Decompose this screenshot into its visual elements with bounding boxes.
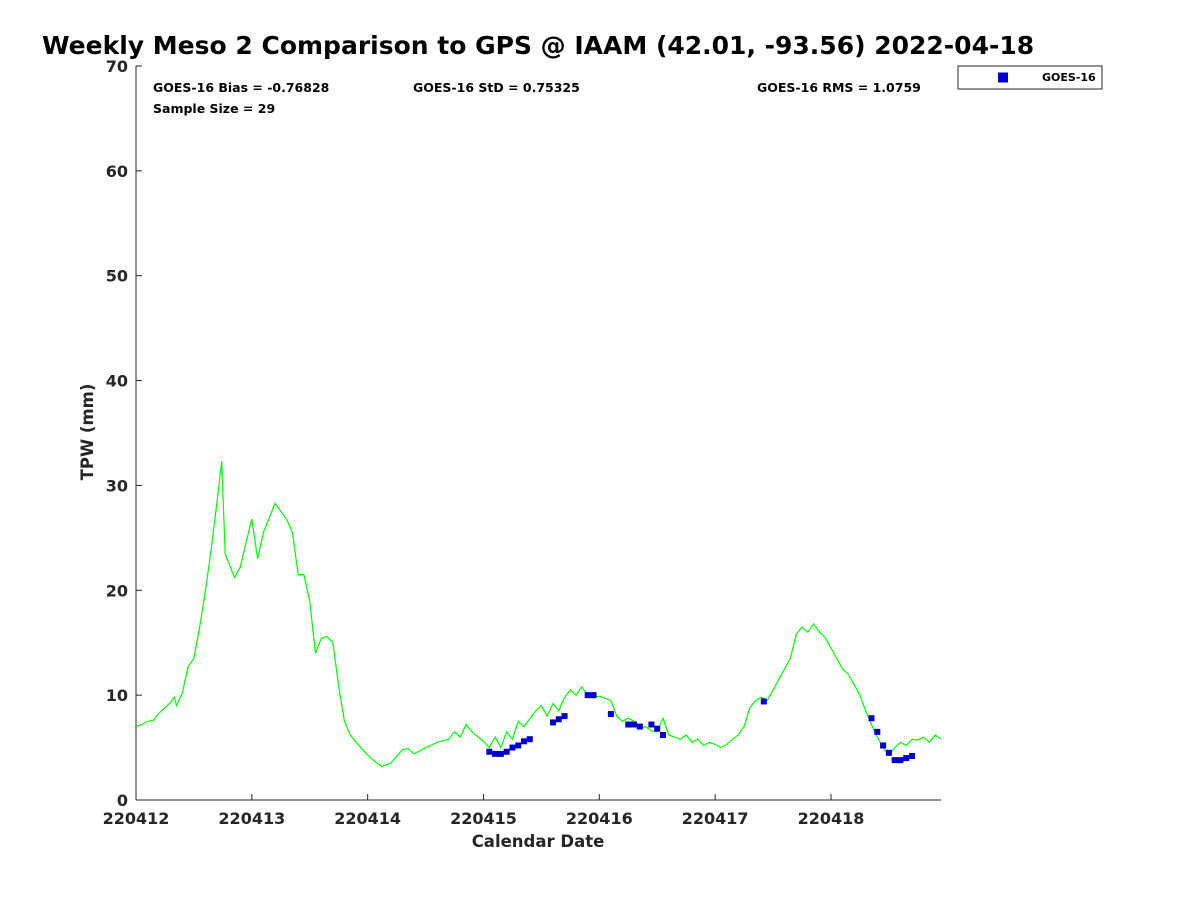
goes16-point	[521, 738, 528, 745]
x-tick-label: 220417	[682, 809, 749, 828]
y-tick-label: 40	[106, 372, 128, 391]
y-tick-label: 70	[106, 57, 128, 76]
legend: GOES-16	[957, 65, 1103, 90]
gps-tpw-line	[135, 461, 942, 768]
x-tick-label: 220415	[450, 809, 517, 828]
goes16-point	[891, 757, 898, 764]
goes16-point	[526, 736, 533, 743]
y-tick-label: 30	[106, 476, 128, 495]
x-axis-ticks: 220412 220413 220414 220415 220416 220417 2204…	[103, 794, 865, 828]
goes16-point	[636, 723, 643, 730]
goes16-point	[509, 744, 516, 751]
goes16-point	[654, 725, 661, 732]
x-tick-label: 220412	[103, 809, 170, 828]
goes16-point	[486, 748, 493, 755]
goes16-point	[503, 748, 510, 755]
y-axis-ticks: 0 10 20 30 40 50 60 70	[106, 57, 142, 810]
goes16-point	[561, 713, 568, 720]
x-tick-label: 220418	[798, 809, 865, 828]
legend-box	[957, 65, 1103, 90]
rms-stat: GOES-16 RMS = 1.0759	[757, 80, 921, 95]
goes16-point	[590, 692, 597, 699]
chart-title: Weekly Meso 2 Comparison to GPS @ IAAM (…	[42, 31, 1034, 60]
goes16-point	[903, 755, 910, 762]
y-tick-label: 20	[106, 581, 128, 600]
goes16-point	[515, 742, 522, 749]
goes16-point	[555, 716, 562, 723]
goes16-point	[625, 721, 632, 728]
goes16-point	[909, 752, 916, 759]
goes16-point	[584, 692, 591, 699]
goes16-point	[760, 698, 767, 705]
goes16-point	[607, 711, 614, 718]
plot-area	[135, 66, 941, 801]
x-tick-label: 220414	[334, 809, 401, 828]
x-axis-label: Calendar Date	[472, 832, 605, 851]
y-tick-label: 60	[106, 162, 128, 181]
y-tick-label: 10	[106, 686, 128, 705]
std-stat: GOES-16 StD = 0.75325	[413, 80, 580, 95]
goes16-point	[868, 715, 875, 722]
series-layer	[135, 461, 942, 768]
x-tick-label: 220413	[218, 809, 285, 828]
goes16-point	[660, 731, 667, 738]
legend-marker-goes16	[998, 72, 1008, 83]
goes16-point	[631, 721, 638, 728]
goes16-point	[874, 728, 881, 735]
plot-background	[136, 66, 941, 800]
goes16-point	[880, 742, 887, 749]
goes16-point	[885, 749, 892, 756]
bias-stat: GOES-16 Bias = -0.76828	[153, 80, 329, 95]
goes16-point	[497, 750, 504, 757]
y-tick-label: 50	[106, 267, 128, 286]
goes16-point	[648, 721, 655, 728]
goes16-point	[897, 757, 904, 764]
y-tick-label: 0	[117, 791, 128, 810]
x-tick-label: 220416	[566, 809, 633, 828]
sample-size-stat: Sample Size = 29	[153, 101, 275, 116]
y-axis-label: TPW (mm)	[78, 384, 97, 481]
goes16-point	[549, 719, 556, 726]
goes16-point	[492, 750, 499, 757]
legend-label-goes16: GOES-16	[1042, 71, 1096, 84]
